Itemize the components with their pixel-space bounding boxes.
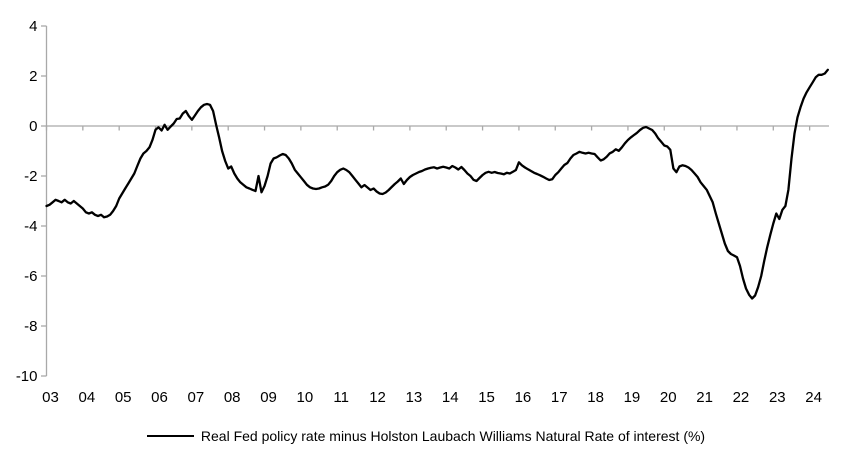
x-axis-tick-label: 15	[478, 389, 495, 406]
legend-label: Real Fed policy rate minus Holston Lauba…	[200, 428, 706, 444]
x-axis-tick-label: 17	[551, 389, 568, 406]
x-axis-tick-label: 23	[769, 389, 786, 406]
x-axis-tick-label: 13	[406, 389, 423, 406]
y-axis-tick-label: -8	[24, 318, 37, 335]
x-axis-tick-label: 20	[660, 389, 677, 406]
x-axis-tick-label: 05	[115, 389, 132, 406]
x-axis-tick-label: 19	[624, 389, 641, 406]
y-axis-tick-label: -6	[24, 268, 37, 285]
x-axis-tick-label: 12	[369, 389, 386, 406]
x-axis-tick-label: 18	[587, 389, 604, 406]
x-axis-tick-label: 11	[333, 389, 349, 406]
x-axis-tick-label: 10	[297, 389, 314, 406]
x-axis-tick-label: 16	[515, 389, 532, 406]
x-axis-tick-label: 22	[733, 389, 750, 406]
x-axis-tick-label: 03	[42, 389, 59, 406]
legend-line-sample	[146, 434, 194, 438]
y-axis-tick-label: -10	[16, 368, 38, 385]
x-axis-tick-label: 07	[188, 389, 205, 406]
y-axis-tick-label: -4	[24, 218, 37, 235]
x-axis-tick-label: 06	[151, 389, 168, 406]
x-axis-tick-label: 21	[696, 389, 713, 406]
series-line	[45, 68, 829, 300]
x-axis-tick-label: 24	[805, 389, 822, 406]
y-axis-tick-label: -2	[24, 168, 37, 185]
x-axis-tick-label: 09	[260, 389, 277, 406]
x-axis-tick-label: 08	[224, 389, 241, 406]
y-axis-tick-label: 2	[29, 68, 37, 85]
x-axis-tick-label: 04	[78, 389, 95, 406]
y-axis-tick-label: 4	[29, 18, 37, 35]
x-axis-tick-label: 14	[442, 389, 459, 406]
y-axis-tick-label: 0	[29, 118, 37, 135]
chart-legend: Real Fed policy rate minus Holston Lauba…	[0, 428, 852, 444]
